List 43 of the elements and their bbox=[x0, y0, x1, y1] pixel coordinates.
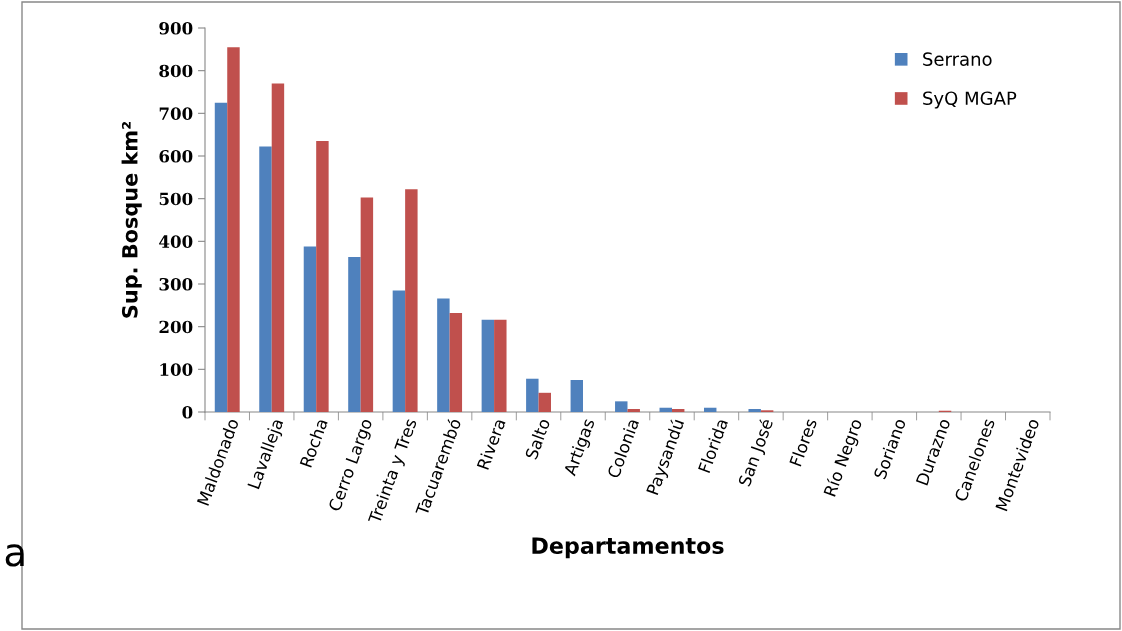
y-tick-label: 600 bbox=[159, 149, 193, 163]
bar bbox=[703, 407, 717, 412]
bar bbox=[526, 378, 539, 412]
x-axis-title: Departamentos bbox=[532, 537, 724, 559]
y-tick-label: 300 bbox=[159, 277, 193, 291]
bar bbox=[748, 409, 761, 412]
bar bbox=[348, 257, 361, 412]
bar bbox=[360, 197, 374, 412]
y-tick-label: 0 bbox=[182, 405, 193, 419]
bar bbox=[449, 313, 463, 412]
y-tick-label: 100 bbox=[160, 363, 193, 376]
y-tick-label: 900 bbox=[159, 21, 193, 35]
bar bbox=[227, 47, 240, 412]
bar bbox=[392, 290, 406, 412]
bar bbox=[494, 319, 507, 412]
bar bbox=[214, 102, 228, 412]
y-tick-label: 700 bbox=[159, 107, 193, 120]
bar bbox=[271, 83, 285, 412]
y-axis-title: Sup. Bosque km² bbox=[121, 122, 142, 318]
text: a bbox=[5, 544, 24, 567]
legend-label: SyQ MGAP bbox=[923, 91, 1017, 109]
bar bbox=[671, 409, 685, 412]
x-tick-label: Río Negro bbox=[822, 417, 866, 498]
bar bbox=[316, 141, 329, 412]
bar bbox=[627, 409, 640, 412]
bar bbox=[538, 392, 552, 412]
bar bbox=[259, 146, 272, 412]
x-tick-label: Rocha bbox=[299, 418, 328, 468]
y-tick-label: 400 bbox=[159, 235, 193, 248]
bar bbox=[659, 407, 672, 412]
bar bbox=[570, 380, 584, 412]
bar bbox=[405, 189, 418, 412]
x-tick-label: Flores bbox=[788, 417, 818, 467]
x-tick-label: San José bbox=[736, 417, 777, 488]
y-tick-label: 500 bbox=[159, 192, 193, 206]
bar bbox=[437, 298, 450, 412]
bar bbox=[303, 246, 317, 412]
y-tick-label: 200 bbox=[159, 320, 193, 334]
x-tick-label: Salto bbox=[524, 417, 551, 460]
y-tick-label: 800 bbox=[159, 64, 193, 78]
bar bbox=[615, 401, 628, 412]
legend-label: Serrano bbox=[923, 52, 992, 66]
bar bbox=[481, 319, 495, 412]
